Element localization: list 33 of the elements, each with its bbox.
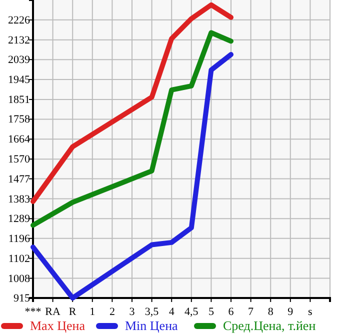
x-tick-label: 6	[228, 306, 234, 318]
y-tick-label: 1758	[8, 114, 30, 126]
x-tick-label: 4	[168, 306, 175, 318]
y-tick-label: 1008	[8, 272, 30, 285]
x-tick-label: 8	[268, 306, 274, 318]
x-tick-label: 9	[288, 306, 294, 318]
x-tick-label: 3	[129, 306, 136, 318]
y-tick-label: 1570	[8, 154, 30, 166]
legend-label: Сред.Цена, т.йен	[223, 318, 316, 333]
x-tick-label: 3,5	[144, 306, 160, 318]
legend-label: Max Цена	[30, 318, 86, 333]
y-tick-label: 1196	[8, 232, 30, 245]
x-tick-label: R	[68, 306, 77, 318]
x-tick-label: 5	[208, 306, 214, 318]
y-tick-label: 2132	[8, 34, 30, 46]
x-tick-label: 7	[248, 306, 254, 318]
x-tick-label: ***	[24, 306, 42, 318]
legend-label: Min Цена	[125, 318, 178, 333]
y-tick-label: 1102	[8, 252, 30, 265]
y-tick-label: 1664	[8, 134, 30, 146]
y-tick-label: 2039	[8, 54, 30, 66]
y-tick-label: 2226	[8, 14, 30, 26]
x-tick-label: RA	[45, 306, 60, 318]
y-tick-label: 1477	[8, 173, 30, 186]
y-tick-label: 1383	[8, 193, 30, 206]
x-tick-label: 4,5	[184, 306, 199, 318]
y-tick-label: 915	[14, 292, 30, 305]
y-tick-label: 1945	[8, 74, 30, 86]
x-tick-label: 2	[109, 306, 115, 318]
y-tick-label: 1289	[8, 213, 30, 226]
y-tick-label: 1851	[8, 94, 30, 106]
x-tick-label: 1	[90, 306, 96, 318]
x-tick-label: s	[308, 306, 312, 318]
